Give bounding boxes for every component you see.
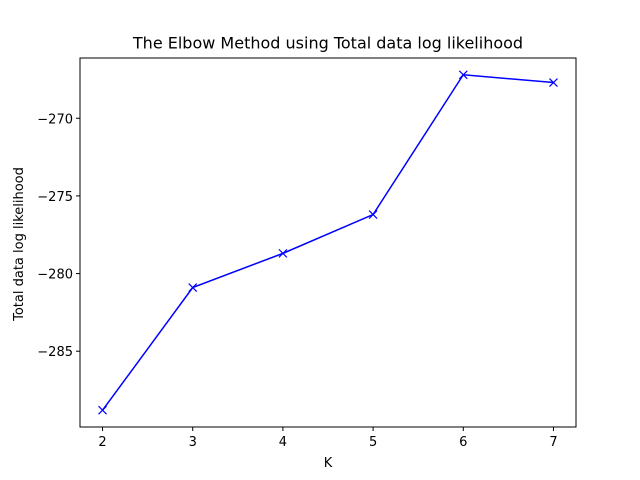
x-tick-label: 2 [98,435,106,450]
data-point-marker [458,70,468,80]
series-line [101,73,554,411]
data-point-marker [278,248,288,258]
x-tick-label: 6 [459,435,467,450]
data-point-marker [368,210,378,219]
x-tick-label: 5 [369,435,377,450]
data-point-marker [188,283,198,292]
plot-area: 2 3 4 5 6 7 −285 −280 −275 −270 [37,57,577,450]
x-tick-label: 3 [189,435,197,450]
chart-title: The Elbow Method using Total data log li… [132,34,523,53]
data-point-marker [98,405,107,415]
y-tick-label: −275 [37,190,73,205]
y-tick-label: −285 [37,345,73,360]
x-axis-label: K [324,456,333,471]
x-tick-label: 7 [549,435,557,450]
x-tick-label: 4 [279,435,287,450]
axes-frame [79,57,577,428]
data-point-marker [549,78,558,87]
y-axis-label: Total data log likelihood [12,167,27,322]
y-tick-label: −280 [37,268,73,283]
y-tick-label: −270 [37,112,73,127]
